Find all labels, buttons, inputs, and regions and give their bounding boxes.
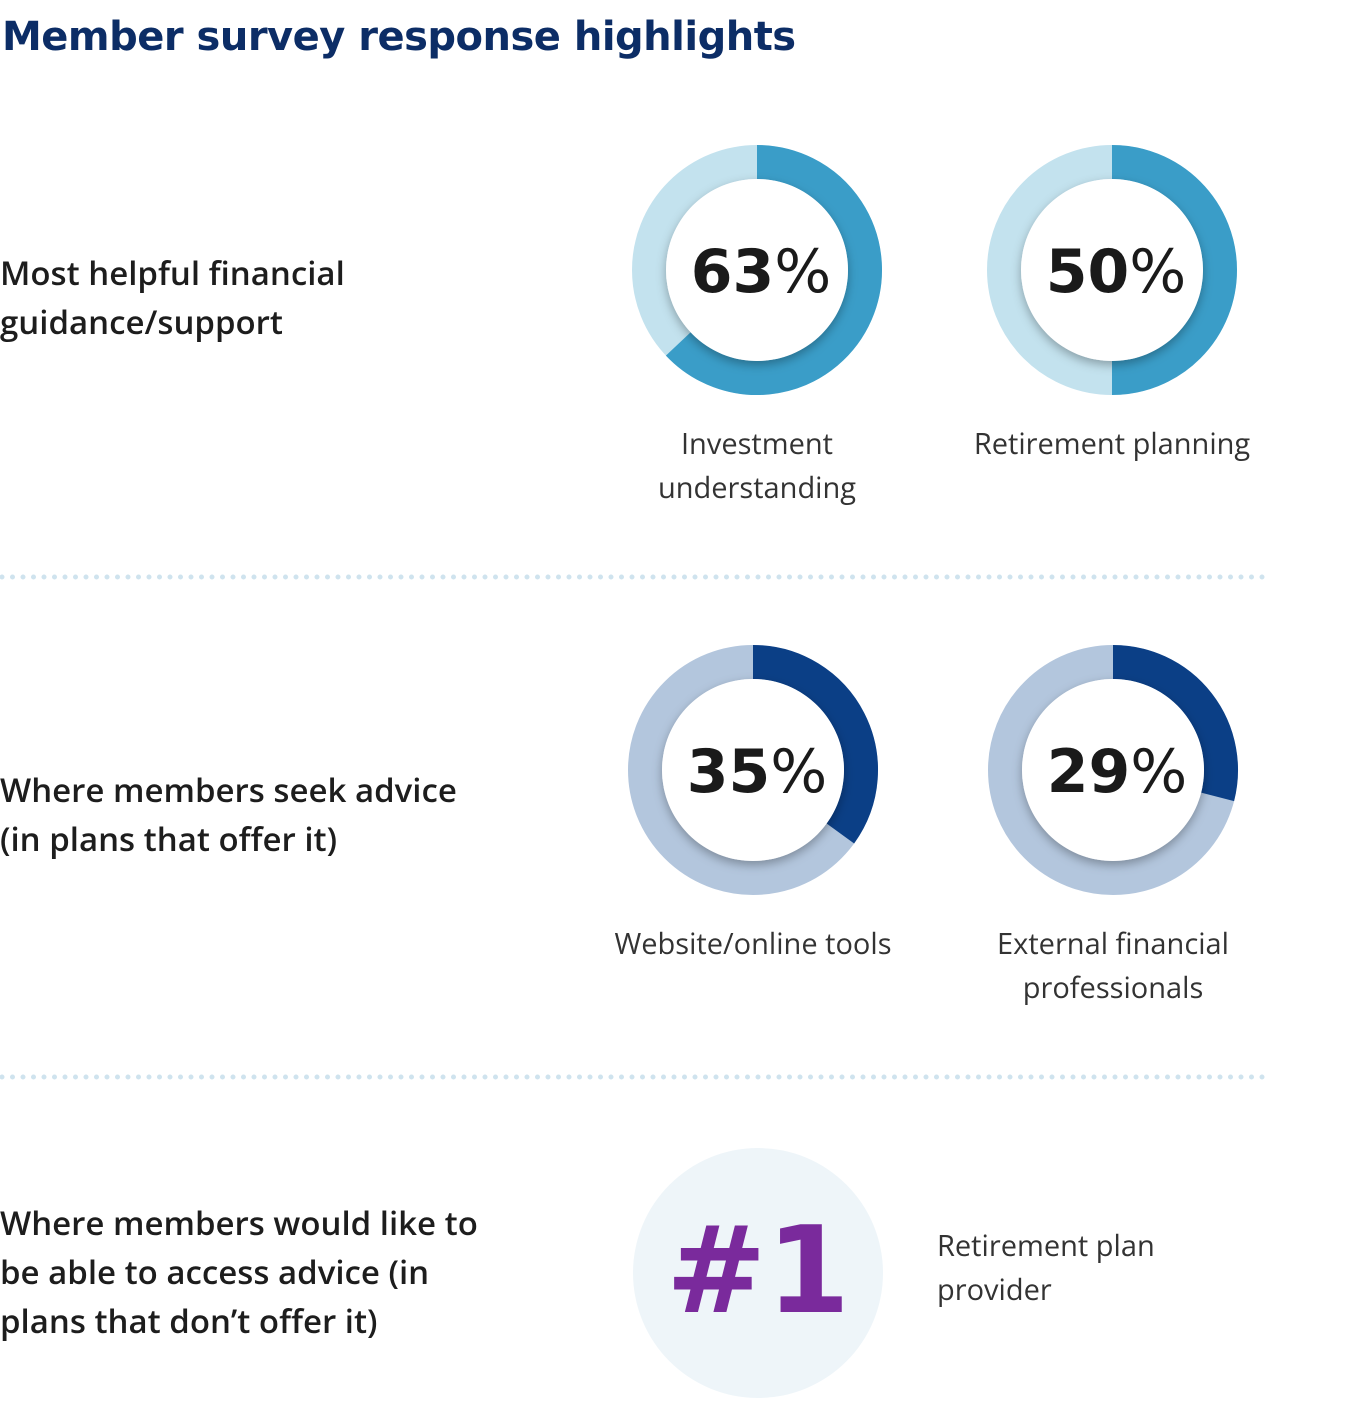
rank-text: Retirement plan provider bbox=[937, 1226, 1155, 1309]
donut-center bbox=[1021, 179, 1203, 361]
value-label: 35% bbox=[687, 737, 828, 807]
donut-arc bbox=[1111, 145, 1237, 395]
row-label: Where members seek advice (in plans that… bbox=[0, 767, 457, 861]
category-label: External financial professionals bbox=[997, 924, 1229, 1007]
rank-badge bbox=[633, 1148, 883, 1398]
donut-arc bbox=[752, 645, 878, 844]
donut-arc bbox=[1112, 645, 1238, 802]
category-label: Retirement planning bbox=[973, 424, 1251, 463]
donut-center bbox=[662, 679, 844, 861]
title: Member survey response highlights bbox=[2, 14, 796, 60]
row-label: Where members would like to be able to a… bbox=[0, 1200, 478, 1343]
donut-center bbox=[1022, 679, 1204, 861]
value-label: 63% bbox=[691, 237, 832, 307]
value-label: 50% bbox=[1046, 237, 1187, 307]
row-label: Most helpful financial guidance/support bbox=[0, 250, 345, 344]
rank: #1 bbox=[666, 1202, 850, 1341]
category-label: Website/online tools bbox=[614, 924, 892, 963]
value-label: 29% bbox=[1047, 737, 1188, 807]
category-label: Investment understanding bbox=[657, 424, 857, 507]
donut-arc bbox=[665, 145, 882, 395]
donut-center bbox=[666, 179, 848, 361]
